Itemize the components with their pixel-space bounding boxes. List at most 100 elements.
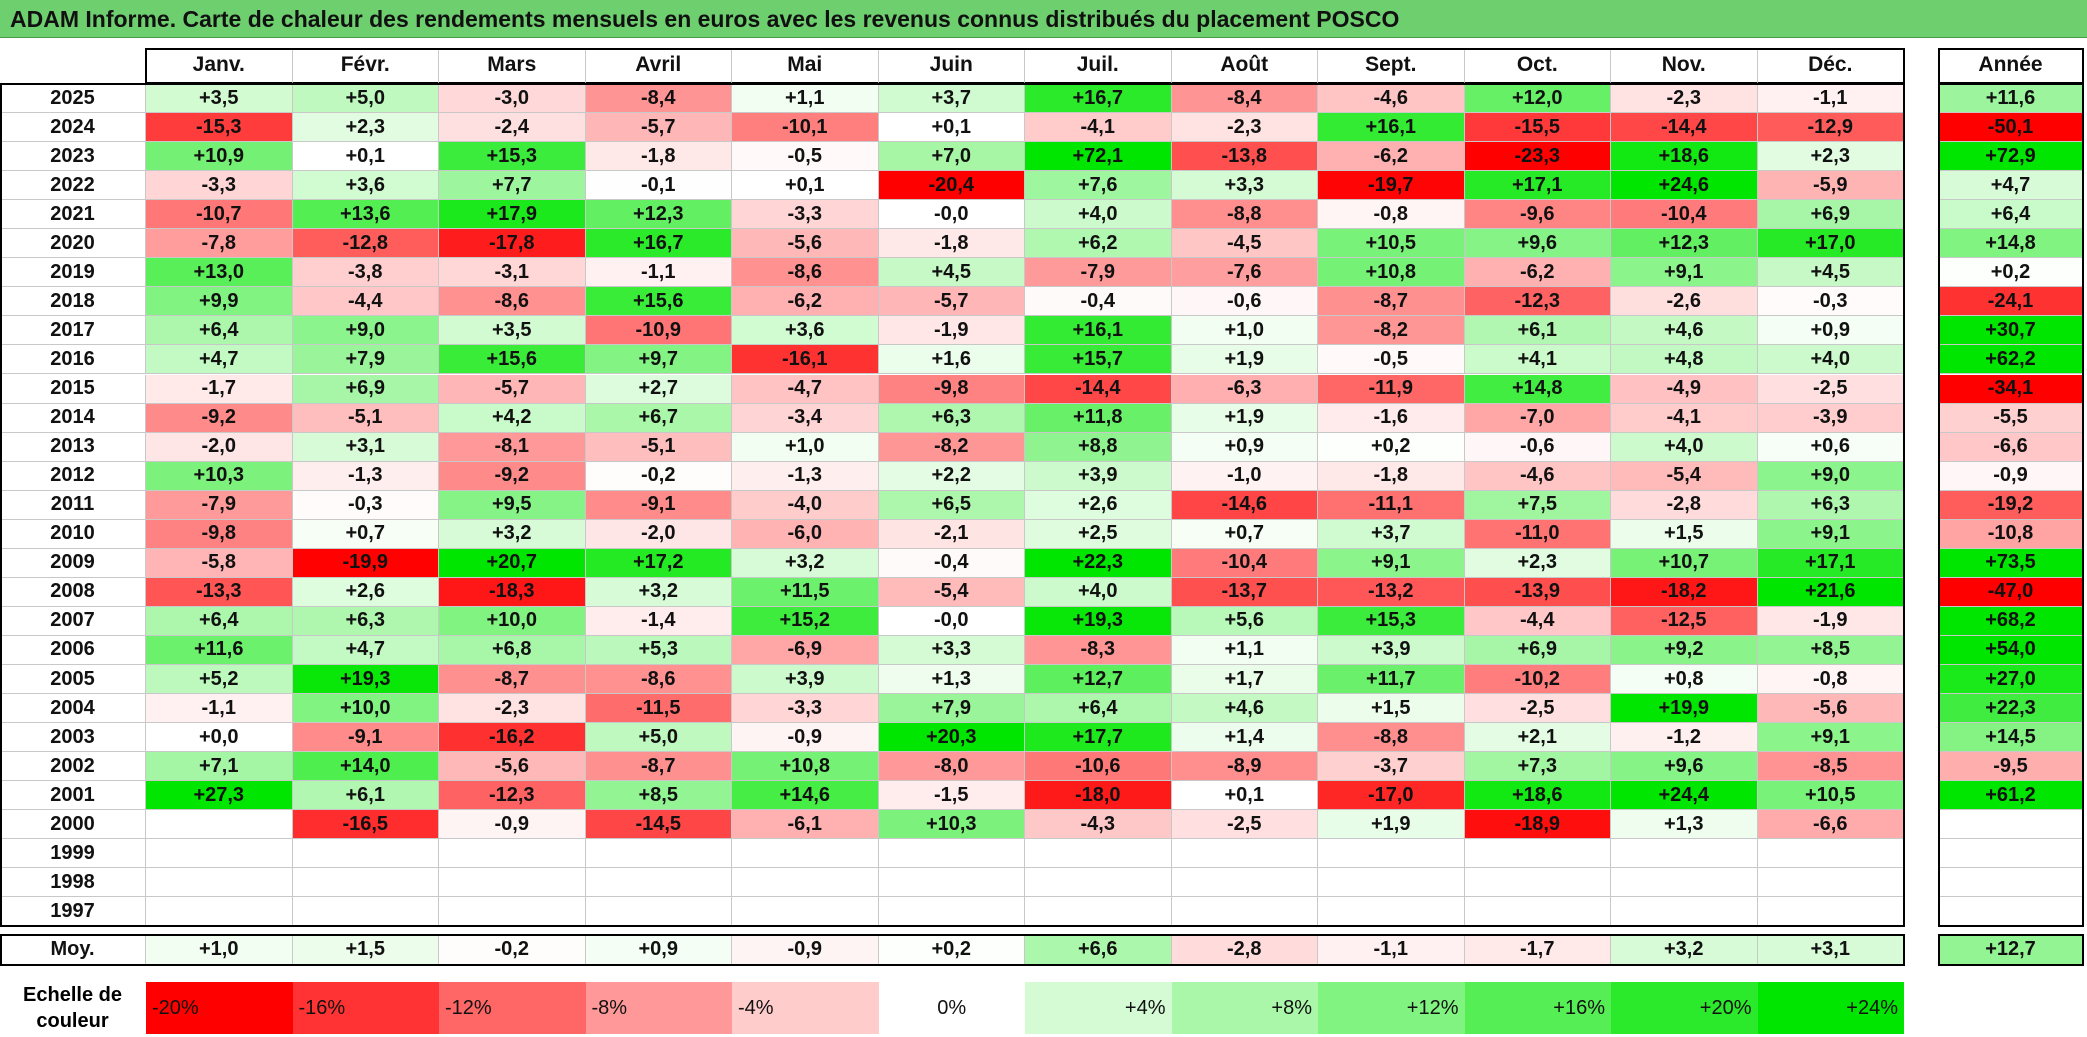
heatmap-cell: +15,7 [1025, 345, 1172, 375]
heatmap-cell: -9,8 [146, 519, 293, 549]
heatmap-cell: +3,2 [732, 548, 879, 578]
heatmap-cell: +3,3 [1171, 171, 1318, 201]
heatmap-cell [146, 839, 293, 869]
month-header: Juil. [1025, 48, 1172, 84]
heatmap-cell: -10,4 [1171, 548, 1318, 578]
heatmap-cell: +10,5 [1318, 229, 1465, 259]
year-label: 2004 [0, 694, 146, 724]
heatmap-cell: -4,6 [1464, 461, 1611, 491]
month-header: Août [1171, 48, 1318, 84]
average-cell: +0,9 [585, 935, 732, 965]
heatmap-cell: +9,1 [1757, 519, 1904, 549]
heatmap-cell: -8,4 [1171, 84, 1318, 114]
heatmap-cell: +5,0 [292, 84, 439, 114]
heatmap-cell: -0,3 [292, 490, 439, 520]
heatmap-cell: -9,8 [878, 374, 1025, 404]
heatmap-cell: +9,6 [1464, 229, 1611, 259]
heatmap-cell: -0,3 [1757, 287, 1904, 317]
year-label: 2008 [0, 577, 146, 607]
heatmap-cell: +18,6 [1464, 781, 1611, 811]
heatmap-cell: -16,2 [439, 723, 586, 753]
annual-cell [1939, 868, 2083, 898]
heatmap-cell: -1,1 [585, 258, 732, 288]
heatmap-cell: -8,8 [1318, 723, 1465, 753]
heatmap-cell: -17,0 [1318, 781, 1465, 811]
heatmap-cell: -1,8 [1318, 461, 1465, 491]
heatmap-cell: +4,5 [1757, 258, 1904, 288]
annual-cell [1939, 839, 2083, 869]
heatmap-cell: -8,2 [878, 432, 1025, 462]
heatmap-cell: -10,6 [1025, 752, 1172, 782]
heatmap-cell: -16,1 [732, 345, 879, 375]
heatmap-cell: -3,4 [732, 403, 879, 433]
annual-cell: +22,3 [1939, 694, 2083, 724]
heatmap-cell [146, 810, 293, 840]
heatmap-cell [878, 897, 1025, 927]
heatmap-cell: -11,1 [1318, 490, 1465, 520]
heatmap-cell: +2,7 [585, 374, 732, 404]
heatmap-cell: +3,5 [439, 316, 586, 346]
color-scale-swatch: -20% [146, 982, 293, 1034]
heatmap-cell: +10,5 [1757, 781, 1904, 811]
heatmap-cell [292, 868, 439, 898]
annual-cell: -34,1 [1939, 374, 2083, 404]
heatmap-cell: -13,9 [1464, 577, 1611, 607]
heatmap-cell [1757, 839, 1904, 869]
heatmap-cell: +13,6 [292, 200, 439, 230]
heatmap-cell: +15,2 [732, 606, 879, 636]
heatmap-cell: +3,2 [439, 519, 586, 549]
heatmap-cell: +17,1 [1757, 548, 1904, 578]
color-scale-label: Echelle de couleur [0, 980, 145, 1036]
heatmap-cell: -4,1 [1025, 113, 1172, 143]
heatmap-cell: -0,5 [732, 142, 879, 172]
heatmap-cell: +17,0 [1757, 229, 1904, 259]
heatmap-cell: +3,1 [292, 432, 439, 462]
heatmap-cell: +6,4 [146, 606, 293, 636]
heatmap-cell: -3,9 [1757, 403, 1904, 433]
heatmap-cell: +72,1 [1025, 142, 1172, 172]
heatmap-cell: +3,7 [1318, 519, 1465, 549]
heatmap-cell: -0,8 [1318, 200, 1465, 230]
color-scale-swatch: 0% [878, 982, 1025, 1034]
heatmap-cell: -6,2 [1318, 142, 1465, 172]
year-label: 2002 [0, 752, 146, 782]
heatmap-cell: -8,5 [1757, 752, 1904, 782]
heatmap-cell: -11,9 [1318, 374, 1465, 404]
heatmap-cell: +10,8 [732, 752, 879, 782]
heatmap-cell: +16,1 [1025, 316, 1172, 346]
month-header: Sept. [1318, 48, 1465, 84]
heatmap-cell: +20,3 [878, 723, 1025, 753]
heatmap-cell [585, 897, 732, 927]
heatmap-cell: +9,7 [585, 345, 732, 375]
heatmap-cell: +1,9 [1171, 345, 1318, 375]
annual-cell: +62,2 [1939, 345, 2083, 375]
heatmap-cell: +8,5 [585, 781, 732, 811]
heatmap-cell: +9,0 [292, 316, 439, 346]
heatmap-cell: -1,2 [1611, 723, 1758, 753]
year-label: 2003 [0, 723, 146, 753]
heatmap-cell: -13,7 [1171, 577, 1318, 607]
heatmap-cell: +1,9 [1171, 403, 1318, 433]
heatmap-cell [1611, 868, 1758, 898]
heatmap-cell: +4,6 [1171, 694, 1318, 724]
heatmap-cell: +9,6 [1611, 752, 1758, 782]
year-label: 2022 [0, 171, 146, 201]
year-label: 2000 [0, 810, 146, 840]
heatmap-cell: -2,8 [1611, 490, 1758, 520]
heatmap-cell: +6,5 [878, 490, 1025, 520]
average-cell: +3,2 [1611, 935, 1758, 965]
heatmap-cell: +9,1 [1318, 548, 1465, 578]
heatmap-cell: -8,8 [1171, 200, 1318, 230]
heatmap-cell: -3,8 [292, 258, 439, 288]
heatmap-cell: +1,4 [1171, 723, 1318, 753]
heatmap-cell: +19,3 [292, 665, 439, 695]
heatmap-cell: -7,9 [1025, 258, 1172, 288]
year-label: 2023 [0, 142, 146, 172]
heatmap-cell: -0,9 [439, 810, 586, 840]
average-cell: +0,2 [878, 935, 1025, 965]
heatmap-cell [1757, 868, 1904, 898]
heatmap-cell: -8,3 [1025, 635, 1172, 665]
color-scale-swatch: -12% [439, 982, 586, 1034]
heatmap-cell: +0,0 [146, 723, 293, 753]
